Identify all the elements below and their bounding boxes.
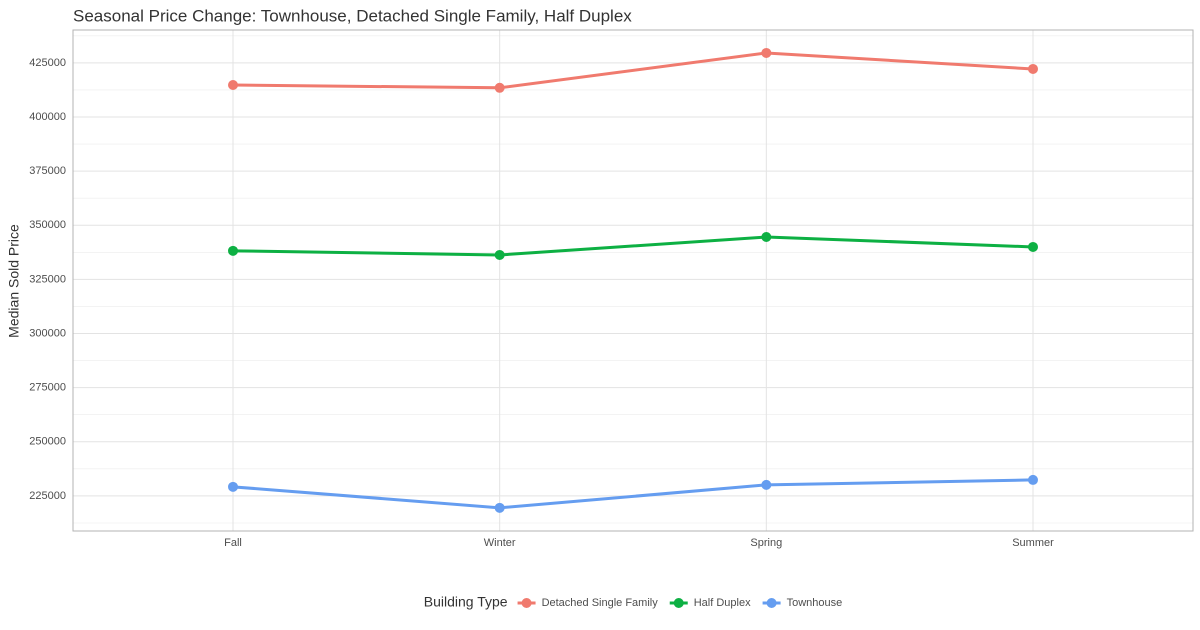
point bbox=[494, 502, 505, 513]
legend-key-point bbox=[521, 598, 532, 608]
point bbox=[228, 79, 238, 90]
y-axis-label: Median Sold Price bbox=[6, 224, 22, 338]
point bbox=[761, 231, 772, 242]
series-line bbox=[232, 478, 1034, 510]
legend: Building Type Detached Single Family Half … bbox=[424, 594, 843, 610]
y-tick-label: 275000 bbox=[29, 382, 66, 394]
x-tick-label: Fall bbox=[224, 537, 242, 549]
y-tick-label: 250000 bbox=[29, 436, 66, 448]
chart-title: Seasonal Price Change: Townhouse, Detach… bbox=[73, 6, 632, 25]
series-line bbox=[232, 51, 1034, 90]
legend-key-point bbox=[673, 598, 684, 608]
point bbox=[228, 245, 238, 256]
point bbox=[494, 82, 505, 93]
legend-item: Detached Single Family bbox=[517, 597, 659, 609]
legend-title: Building Type bbox=[424, 594, 508, 610]
grid bbox=[73, 30, 1193, 531]
legend-key-point bbox=[766, 598, 777, 608]
point bbox=[1028, 474, 1038, 485]
point bbox=[761, 47, 772, 58]
y-tick-label: 225000 bbox=[29, 490, 66, 502]
point bbox=[1028, 63, 1038, 74]
x-tick-label: Spring bbox=[750, 537, 782, 549]
y-tick-label: 350000 bbox=[29, 219, 66, 231]
y-tick-label: 300000 bbox=[29, 327, 66, 339]
marks bbox=[228, 47, 1038, 513]
legend-item: Townhouse bbox=[762, 597, 843, 609]
legend-label: Townhouse bbox=[787, 597, 843, 609]
point bbox=[761, 479, 772, 490]
legend-label: Detached Single Family bbox=[542, 597, 659, 609]
plot-border bbox=[72, 29, 1194, 532]
x-tick-label: Summer bbox=[1012, 537, 1054, 549]
y-tick-label: 375000 bbox=[29, 165, 66, 177]
legend-label: Half Duplex bbox=[694, 597, 751, 609]
series-line bbox=[232, 235, 1034, 257]
y-tick-label: 325000 bbox=[29, 273, 66, 285]
legend-item: Half Duplex bbox=[669, 597, 751, 609]
point bbox=[228, 481, 238, 492]
x-tick-label: Winter bbox=[484, 537, 516, 549]
point bbox=[494, 249, 505, 260]
y-tick-label: 425000 bbox=[29, 57, 66, 69]
y-tick-label: 400000 bbox=[29, 111, 66, 123]
point bbox=[1028, 241, 1038, 252]
